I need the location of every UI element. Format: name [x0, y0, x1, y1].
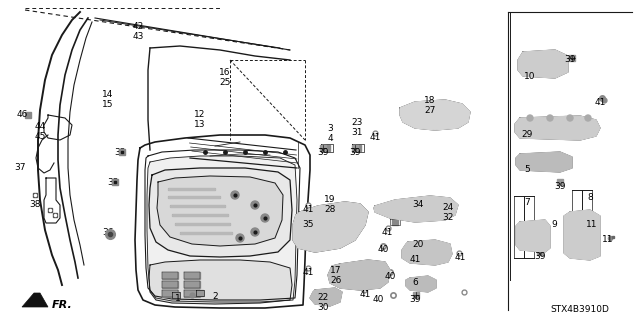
Text: 39: 39 [409, 295, 420, 304]
Circle shape [251, 228, 259, 236]
Text: 39: 39 [534, 252, 546, 261]
Polygon shape [516, 152, 572, 172]
Text: 41: 41 [302, 205, 314, 214]
Polygon shape [516, 220, 550, 252]
Bar [184, 281, 200, 288]
Polygon shape [564, 210, 600, 260]
Text: 7: 7 [524, 198, 530, 207]
Text: 18
27: 18 27 [424, 96, 436, 115]
Circle shape [236, 234, 244, 242]
Circle shape [527, 115, 533, 121]
Polygon shape [180, 232, 232, 234]
Circle shape [585, 115, 591, 121]
Text: 14
15: 14 15 [102, 90, 114, 109]
Text: 17
26: 17 26 [330, 266, 342, 286]
Text: 19
28: 19 28 [324, 195, 336, 214]
Text: 44
45: 44 45 [35, 122, 45, 141]
Polygon shape [374, 196, 458, 222]
Text: 41: 41 [359, 290, 371, 299]
Text: 46: 46 [16, 110, 28, 119]
Polygon shape [147, 156, 297, 302]
Text: 16
25: 16 25 [220, 68, 231, 87]
Text: 33: 33 [108, 178, 119, 187]
Text: 23
31: 23 31 [351, 118, 363, 137]
Polygon shape [402, 240, 452, 265]
Polygon shape [518, 50, 568, 78]
Text: 20: 20 [412, 240, 424, 249]
Text: 11: 11 [586, 220, 598, 229]
Text: 3
4: 3 4 [327, 124, 333, 144]
Text: 9: 9 [551, 220, 557, 229]
Polygon shape [406, 276, 436, 292]
Polygon shape [149, 168, 292, 257]
Text: 40: 40 [384, 272, 396, 281]
Polygon shape [170, 205, 225, 207]
Text: 29: 29 [522, 130, 532, 139]
Polygon shape [168, 196, 220, 198]
Polygon shape [515, 116, 600, 140]
Text: 6: 6 [412, 278, 418, 287]
Text: 1: 1 [175, 294, 181, 303]
Text: 24
32: 24 32 [442, 203, 454, 222]
Bar [162, 281, 178, 288]
Circle shape [567, 115, 573, 121]
Polygon shape [168, 188, 215, 190]
Text: 37: 37 [14, 163, 26, 172]
Bar [184, 290, 200, 297]
Text: 36: 36 [102, 228, 114, 237]
Text: STX4B3910D: STX4B3910D [550, 305, 609, 314]
Text: 41: 41 [595, 98, 605, 107]
Text: 41: 41 [302, 268, 314, 277]
Text: 41: 41 [381, 228, 393, 237]
Text: 38: 38 [29, 200, 41, 209]
Text: 33: 33 [115, 148, 125, 157]
Polygon shape [328, 260, 390, 290]
Circle shape [251, 201, 259, 209]
Polygon shape [175, 223, 230, 225]
Text: 39: 39 [554, 182, 566, 191]
Text: 40: 40 [372, 295, 384, 304]
Text: 12
13: 12 13 [195, 110, 205, 130]
Text: 40: 40 [378, 245, 388, 254]
Text: 8: 8 [587, 193, 593, 202]
Bar [184, 272, 200, 279]
Polygon shape [310, 288, 342, 306]
Polygon shape [149, 260, 292, 304]
Text: 39: 39 [317, 148, 329, 157]
Text: 39: 39 [349, 148, 361, 157]
Polygon shape [22, 293, 48, 307]
Text: 35: 35 [302, 220, 314, 229]
Text: 34: 34 [412, 200, 424, 209]
Text: 2: 2 [212, 292, 218, 301]
Text: 10: 10 [524, 72, 536, 81]
Polygon shape [157, 176, 283, 246]
Circle shape [231, 191, 239, 199]
Text: 11: 11 [602, 235, 614, 244]
Polygon shape [400, 100, 470, 130]
Text: 41: 41 [410, 255, 420, 264]
Text: 41: 41 [369, 133, 381, 142]
Circle shape [261, 214, 269, 222]
Text: 42
43: 42 43 [132, 22, 144, 41]
Text: FR.: FR. [52, 300, 73, 310]
Text: 5: 5 [524, 165, 530, 174]
Text: 22
30: 22 30 [317, 293, 329, 312]
Bar [162, 272, 178, 279]
Circle shape [547, 115, 553, 121]
Text: 41: 41 [454, 253, 466, 262]
Bar [162, 290, 178, 297]
Text: 39: 39 [564, 55, 576, 64]
Polygon shape [172, 214, 228, 216]
Polygon shape [293, 202, 368, 252]
